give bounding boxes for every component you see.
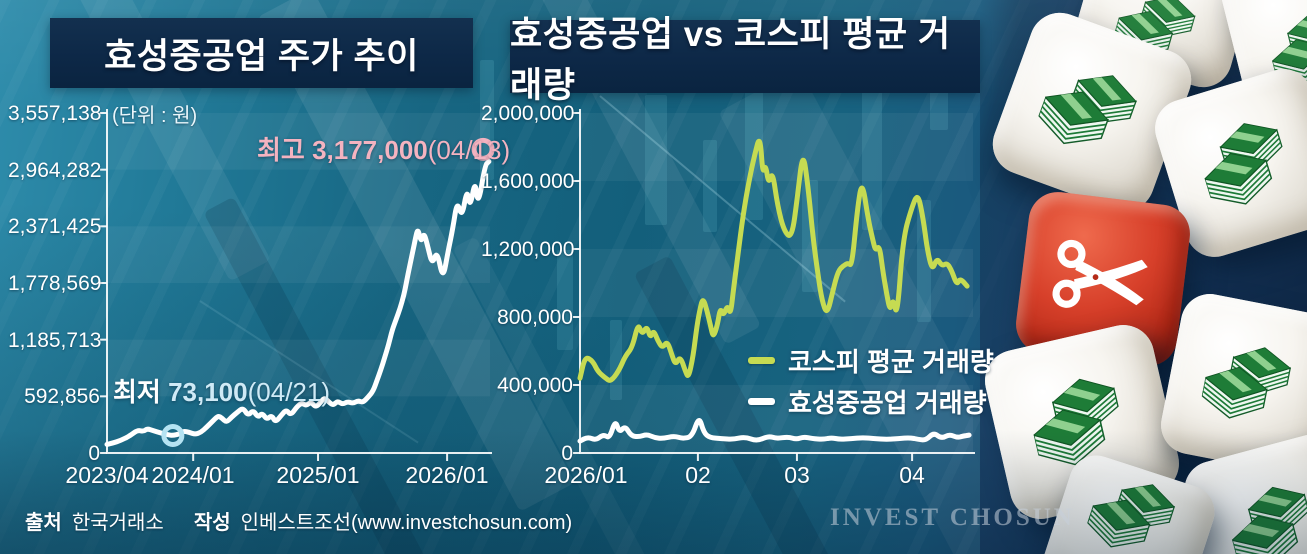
x-tick-label: 2026/01 [544,462,628,488]
x-tick-label: 04 [899,462,925,488]
low-annotation-date: (04/21) [247,377,330,407]
y-tick-label: 2,964,282 [8,159,102,182]
y-tick-label: 0 [561,442,573,465]
kospi-line-swatch [748,357,775,364]
x-tick-label: 2025/01 [276,462,360,488]
x-tick-label: 2023/04 [65,462,149,488]
scissors-icon [1052,239,1148,308]
high-annotation-prefix: 최고 [257,135,313,165]
low-annotation-prefix: 최저 [113,377,169,407]
volume-comparison-chart [573,109,975,461]
left-chart-title-text: 효성중공업 주가 추이 [104,36,419,76]
left-chart-title: 효성중공업 주가 추이 [50,18,473,88]
unit-label: (단위 : 원) [112,105,198,127]
money-stack-icon [1031,55,1153,169]
hyosung-line-swatch [748,398,775,405]
dice-photo-panel [978,0,1307,554]
legend-label: 효성중공업 거래량 [788,388,987,418]
low-annotation: 최저 73,100(04/21) [113,372,330,409]
source-value: 한국거래소 [71,512,164,534]
x-tick-label: 03 [784,462,810,488]
y-tick-label: 1,185,713 [8,329,102,352]
y-tick-label: 1,778,569 [8,272,102,295]
legend-label: 코스피 평균 거래량 [788,347,994,377]
y-tick-label: 1,600,000 [481,170,575,193]
high-annotation: 최고 3,177,000(04/13) [257,130,510,167]
source-line: 출처 한국거래소 작성 인베스트조선(www.investchosun.com) [25,506,572,535]
invest-chosun-watermark: INVEST CHOSUN [830,504,1075,531]
money-stack-icon [1192,110,1306,217]
y-tick-label: 2,371,425 [8,215,102,238]
y-tick-label: 800,000 [497,306,573,329]
right-chart-title-text: 효성중공업 vs 코스피 평균 거래량 [510,14,951,105]
y-tick-label: 400,000 [497,374,573,397]
money-stack-icon [1081,468,1188,554]
high-annotation-value: 3,177,000 [312,135,428,165]
y-tick-label: 1,200,000 [481,238,575,261]
y-tick-label: 592,856 [24,385,100,408]
scissors-die [1012,188,1194,370]
high-annotation-date: (04/13) [427,135,511,165]
money-stack-icon [1198,335,1304,432]
x-tick-label: 2024/01 [151,462,235,488]
legend-item-hyosung: 효성중공업 거래량 [748,383,987,420]
right-chart-title: 효성중공업 vs 코스피 평균 거래량 [510,15,980,105]
x-tick-label: 2026/01 [405,462,489,488]
money-stack-icon [1221,475,1307,554]
author-label: 작성 [193,512,231,534]
low-annotation-value: 73,100 [168,377,248,407]
y-tick-label: 0 [88,442,100,465]
source-label: 출처 [25,512,62,534]
price-trend-chart [100,109,495,461]
y-tick-label: 3,557,138 [8,102,102,125]
x-tick-label: 02 [685,462,711,488]
y-tick-label: 2,000,000 [481,102,575,125]
legend-item-kospi: 코스피 평균 거래량 [748,342,994,379]
author-value: 인베스트조선(www.investchosun.com) [240,512,573,534]
